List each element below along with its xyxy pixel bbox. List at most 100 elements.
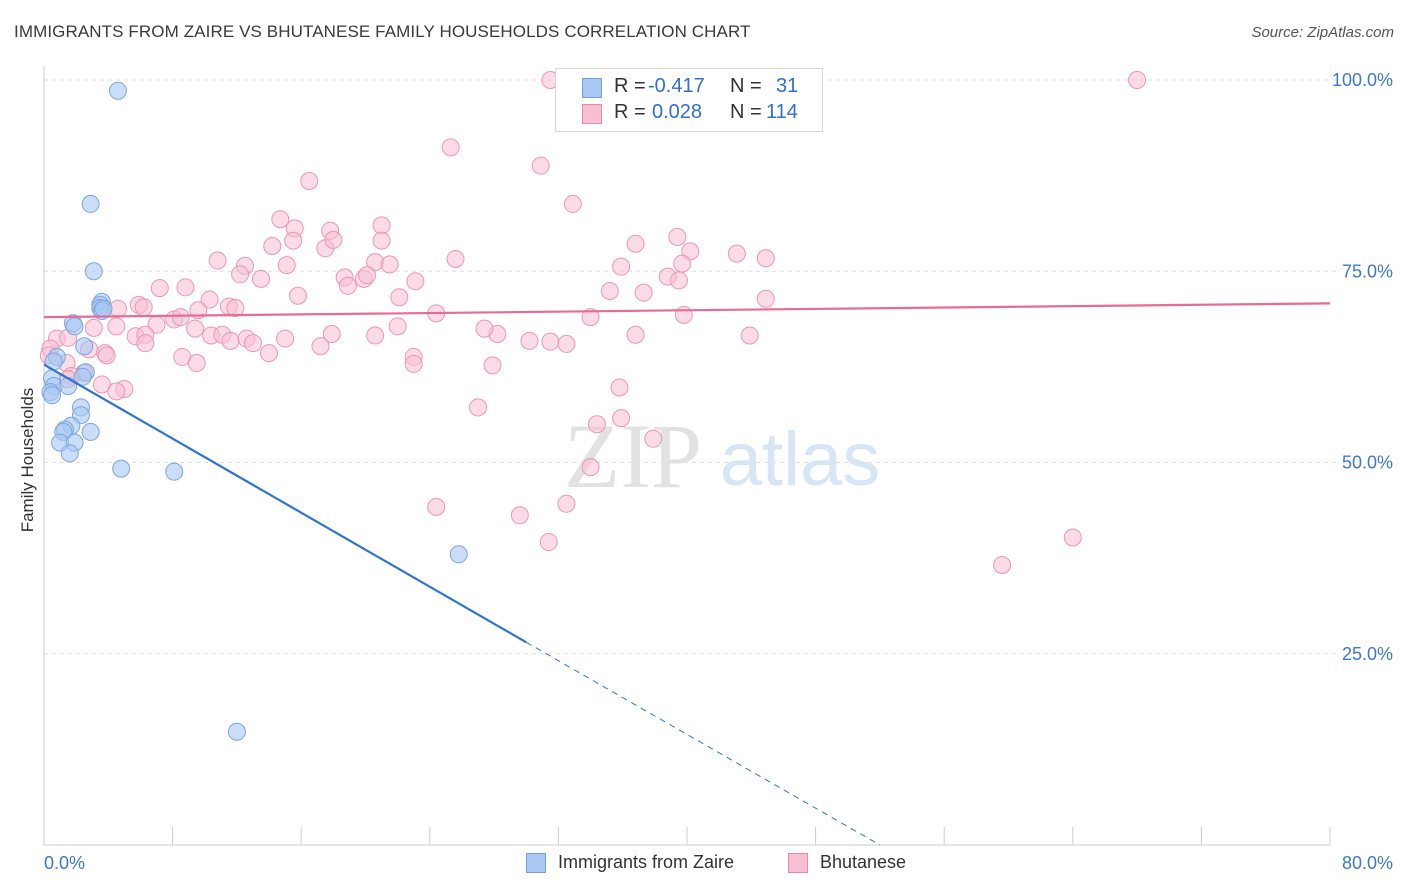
n-label: N = <box>730 75 762 97</box>
r-value: 0.028 <box>652 101 703 123</box>
data-point-bhutanese <box>612 409 631 428</box>
data-point-bhutanese <box>388 317 407 336</box>
legend-swatch-bhutanese <box>788 853 808 873</box>
data-point-bhutanese <box>380 255 399 274</box>
data-point-zaire <box>65 317 84 336</box>
data-point-bhutanese <box>284 231 303 250</box>
stats-box: R = -0.417 N = 31 R = 0.028 N = 114 <box>555 68 823 132</box>
data-point-bhutanese <box>372 216 391 235</box>
data-point-bhutanese <box>226 298 245 317</box>
data-point-bhutanese <box>634 283 653 302</box>
data-point-bhutanese <box>107 317 126 336</box>
data-point-bhutanese <box>186 319 205 338</box>
data-point-bhutanese <box>441 138 460 157</box>
y-axis-label: Family Households <box>18 387 37 533</box>
data-point-bhutanese <box>541 332 560 351</box>
zaire-points <box>41 81 468 741</box>
data-point-bhutanese <box>150 279 169 298</box>
data-point-bhutanese <box>557 494 576 513</box>
data-point-bhutanese <box>338 276 357 295</box>
x-tick-label: 80.0% <box>1342 853 1393 873</box>
y-tick-label: 75.0% <box>1342 261 1393 281</box>
watermark-atlas: atlas <box>720 417 881 502</box>
legend-label-zaire: Immigrants from Zaire <box>558 852 735 872</box>
r-label: R = <box>614 75 646 97</box>
data-point-bhutanese <box>581 308 600 327</box>
trend-line-zaire-extension <box>526 641 881 846</box>
data-point-zaire <box>84 262 103 281</box>
data-point-bhutanese <box>557 334 576 353</box>
data-point-bhutanese <box>260 344 279 363</box>
data-point-zaire <box>165 462 184 481</box>
data-point-zaire <box>43 386 62 405</box>
data-point-zaire <box>81 194 100 213</box>
tick-labels: 25.0% 50.0% 75.0% 100.0% 0.0% 80.0% <box>44 70 1393 873</box>
data-point-bhutanese <box>324 230 343 249</box>
data-point-bhutanese <box>427 497 446 516</box>
n-value: 31 <box>776 75 799 97</box>
stats-row-zaire: R = -0.417 N = 31 <box>556 75 822 101</box>
data-point-bhutanese <box>136 334 155 353</box>
data-point-bhutanese <box>84 318 103 337</box>
data-point-bhutanese <box>581 458 600 477</box>
data-point-zaire <box>227 722 246 741</box>
data-point-zaire <box>60 444 79 463</box>
data-point-bhutanese <box>288 286 307 305</box>
data-point-bhutanese <box>406 272 425 291</box>
data-point-bhutanese <box>520 331 539 350</box>
stats-swatch-bhutanese <box>582 104 602 124</box>
data-point-bhutanese <box>271 210 290 229</box>
data-point-bhutanese <box>674 305 693 324</box>
data-point-bhutanese <box>97 346 116 365</box>
data-point-bhutanese <box>1128 71 1147 89</box>
data-point-bhutanese <box>366 326 385 345</box>
data-point-bhutanese <box>669 271 688 290</box>
y-tick-label: 50.0% <box>1342 453 1393 473</box>
data-point-bhutanese <box>171 308 190 327</box>
data-point-bhutanese <box>134 298 153 317</box>
trend-line-zaire <box>43 363 527 644</box>
data-point-bhutanese <box>92 375 111 394</box>
data-point-bhutanese <box>372 231 391 250</box>
data-point-bhutanese <box>510 506 529 525</box>
data-point-bhutanese <box>993 556 1012 575</box>
data-point-bhutanese <box>668 227 687 246</box>
n-value: 114 <box>766 101 798 123</box>
chart-title: IMMIGRANTS FROM ZAIRE VS BHUTANESE FAMIL… <box>14 22 751 41</box>
data-point-bhutanese <box>243 334 262 353</box>
data-point-zaire <box>94 299 113 318</box>
stats-swatch-zaire <box>582 78 602 98</box>
data-point-bhutanese <box>311 337 330 356</box>
data-point-bhutanese <box>610 378 629 397</box>
data-point-zaire <box>108 81 127 100</box>
trend-line-bhutanese <box>43 302 1331 319</box>
data-point-bhutanese <box>600 282 619 301</box>
r-label: R = <box>614 101 646 123</box>
data-point-bhutanese <box>740 326 759 345</box>
data-point-bhutanese <box>276 329 295 348</box>
data-point-bhutanese <box>200 290 219 309</box>
data-point-bhutanese <box>727 244 746 263</box>
data-point-bhutanese <box>483 356 502 375</box>
y-tick-label: 25.0% <box>1342 644 1393 664</box>
data-point-zaire <box>75 337 94 356</box>
data-point-bhutanese <box>475 319 494 338</box>
data-point-zaire <box>73 367 92 386</box>
legend-swatch-zaire <box>526 853 546 873</box>
data-point-bhutanese <box>626 234 645 253</box>
data-point-bhutanese <box>252 269 271 288</box>
data-point-zaire <box>59 377 78 395</box>
r-value: -0.417 <box>648 75 705 97</box>
data-point-bhutanese <box>231 265 250 284</box>
chart-source: Source: ZipAtlas.com <box>1251 24 1394 41</box>
data-point-zaire <box>112 459 131 478</box>
data-point-bhutanese <box>404 354 423 373</box>
data-point-bhutanese <box>300 171 319 190</box>
data-point-bhutanese <box>322 324 341 343</box>
data-point-bhutanese <box>539 533 558 552</box>
data-point-bhutanese <box>673 254 692 273</box>
data-point-bhutanese <box>469 398 488 417</box>
data-point-bhutanese <box>587 415 606 434</box>
watermark-zip: ZIP <box>564 405 702 507</box>
